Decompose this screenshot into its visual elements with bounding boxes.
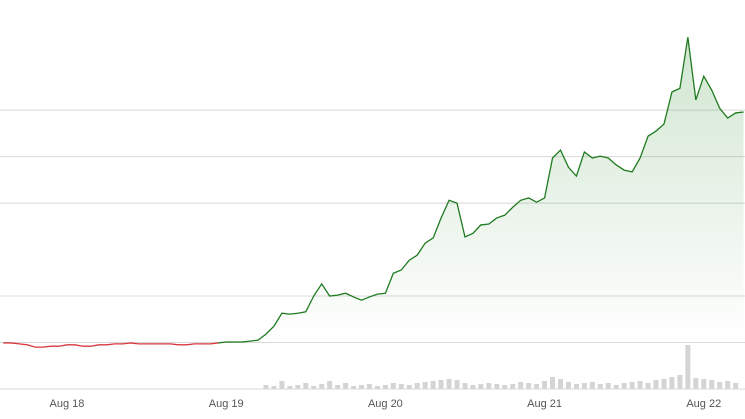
volume-bar xyxy=(629,381,635,389)
volume-bar xyxy=(621,382,627,389)
volume-bar xyxy=(382,384,388,389)
volume-bar xyxy=(645,382,651,389)
x-tick-label: Aug 18 xyxy=(50,398,85,410)
volume-bar xyxy=(709,379,715,389)
x-tick-label: Aug 21 xyxy=(527,398,562,410)
volume-bar xyxy=(390,382,396,389)
volume-bar xyxy=(605,382,611,389)
volume-bar xyxy=(271,385,277,389)
volume-bar xyxy=(374,385,380,389)
volume-bar xyxy=(613,384,619,389)
volume-bar xyxy=(295,384,301,389)
volume-bar xyxy=(693,377,699,389)
volume-bar xyxy=(462,382,468,389)
volume-bar xyxy=(653,379,659,389)
price-line xyxy=(3,342,219,348)
volume-bar xyxy=(335,384,341,389)
volume-bar xyxy=(518,381,524,389)
volume-bar xyxy=(319,383,325,389)
volume-bar xyxy=(438,379,444,389)
volume-bar xyxy=(589,381,595,389)
volume-bar xyxy=(446,378,452,389)
volume-bar xyxy=(279,380,285,389)
volume-bar xyxy=(526,382,532,389)
volume-bar xyxy=(661,378,667,389)
area xyxy=(226,37,744,343)
volume-bar xyxy=(398,383,404,389)
volume-bar xyxy=(303,382,309,389)
volume-bar xyxy=(510,383,516,389)
volume-bar xyxy=(717,381,723,389)
volume-bar xyxy=(685,344,691,389)
x-tick-label: Aug 20 xyxy=(368,398,403,410)
volume-bar xyxy=(327,380,333,389)
volume-bar xyxy=(558,378,563,389)
volume-bar xyxy=(414,382,420,389)
volume-bar xyxy=(677,374,683,389)
volume-bar xyxy=(343,382,349,389)
volume-bar xyxy=(366,383,372,389)
volume-bar xyxy=(573,383,579,389)
volume-bar xyxy=(494,383,500,389)
volume-bar xyxy=(359,384,364,389)
volume-bar xyxy=(351,385,357,389)
volume-bar xyxy=(550,376,556,389)
volume-bar xyxy=(422,381,428,389)
volume-bar xyxy=(502,384,508,389)
volume-bar xyxy=(406,384,412,389)
volume-bar xyxy=(534,383,540,389)
volume-bar xyxy=(454,379,460,389)
volume-bar xyxy=(733,382,739,389)
volume-bar xyxy=(311,385,317,389)
volume-bar xyxy=(701,378,707,389)
volume-bar xyxy=(287,385,293,389)
volume-bar xyxy=(597,383,603,389)
volume-bar xyxy=(565,381,571,389)
volume-bar xyxy=(486,382,492,389)
volume-bar xyxy=(430,380,436,389)
volume-bar xyxy=(478,383,484,389)
price-line xyxy=(218,37,744,344)
volume-bar xyxy=(263,384,269,389)
volume-bar xyxy=(669,376,675,389)
volume-bar xyxy=(470,384,476,389)
volume-bar xyxy=(725,380,731,389)
volume-bar xyxy=(581,382,587,389)
volume-bar xyxy=(637,380,643,389)
x-tick-label: Aug 19 xyxy=(209,398,244,410)
x-tick-label: Aug 22 xyxy=(686,398,721,410)
volume-bar xyxy=(542,380,548,389)
